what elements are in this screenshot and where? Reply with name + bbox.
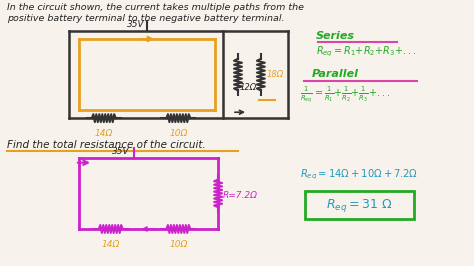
Text: 35V: 35V [127,20,145,29]
Bar [305,191,414,219]
Text: 10Ω: 10Ω [169,129,188,138]
Text: 10Ω: 10Ω [169,240,188,249]
Text: $\frac{1}{R_{eq}}{=}\frac{1}{R_1}{+}\frac{1}{R_2}{+}\frac{1}{R_3}{+}...$: $\frac{1}{R_{eq}}{=}\frac{1}{R_1}{+}\fra… [300,85,390,105]
Text: 35V: 35V [112,147,129,156]
Text: $R_{eq}{=}R_1{+}R_2{+}R_3{+}...$: $R_{eq}{=}R_1{+}R_2{+}R_3{+}...$ [316,45,416,59]
Text: In the circuit shown, the current takes multiple paths from the: In the circuit shown, the current takes … [8,3,304,12]
Text: $R_{eq}{=}14\Omega + 10\Omega + 7.2\Omega$: $R_{eq}{=}14\Omega + 10\Omega + 7.2\Omeg… [300,168,418,182]
Text: 18Ω: 18Ω [267,70,284,79]
Text: 12Ω: 12Ω [240,82,257,92]
Text: 14Ω: 14Ω [101,240,120,249]
Text: 14Ω: 14Ω [95,129,113,138]
Text: Series: Series [316,31,355,41]
Text: Find the total resistance of the circuit.: Find the total resistance of the circuit… [8,140,206,150]
Text: positive battery terminal to the negative battery terminal.: positive battery terminal to the negativ… [8,14,285,23]
Text: Parallel: Parallel [312,69,359,79]
Text: $R_{eq}{=}31\ \Omega$: $R_{eq}{=}31\ \Omega$ [326,197,392,214]
Text: R=7.2Ω: R=7.2Ω [223,191,258,200]
